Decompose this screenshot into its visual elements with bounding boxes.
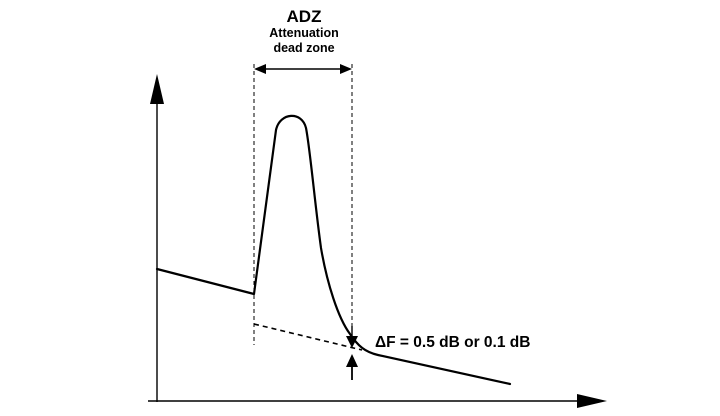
backscatter-trace (155, 114, 512, 386)
adz-subtitle-line1: Attenuation (269, 26, 338, 40)
x-axis-arrowhead (577, 394, 607, 408)
adz-title: ADZ (287, 7, 322, 26)
adz-span-left-arrowhead (254, 64, 266, 74)
adz-span-right-arrowhead (340, 64, 352, 74)
delta-upper-arrowhead (346, 336, 358, 348)
extrapolated-baseline (253, 323, 363, 351)
delta-f-label: ΔF = 0.5 dB or 0.1 dB (375, 334, 530, 351)
adz-subtitle-line2: dead zone (273, 41, 334, 55)
y-axis-arrowhead (150, 74, 164, 104)
delta-lower-arrowhead (346, 354, 358, 367)
